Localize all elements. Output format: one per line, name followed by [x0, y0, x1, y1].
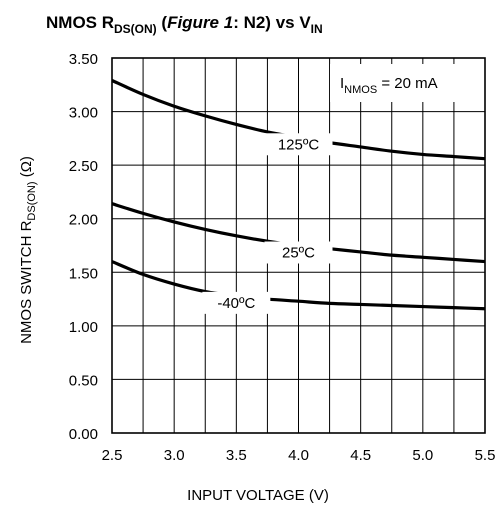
chart-title: NMOS RDS(ON) (Figure 1: N2) vs VIN	[0, 0, 499, 44]
annotation-text: INMOS = 20 mA	[340, 75, 438, 96]
annotation-background	[330, 64, 480, 102]
title-paren: (	[157, 13, 168, 32]
chart-title-text: NMOS RDS(ON) (Figure 1: N2) vs VIN	[46, 13, 323, 36]
series-label-background	[264, 133, 333, 156]
series-label-background	[264, 241, 333, 264]
series-layer: 125ºC 25ºC -40ºC	[111, 79, 486, 314]
annotation-sub: NMOS	[344, 84, 377, 96]
y-axis-label-unit: (Ω)	[18, 156, 35, 181]
title-figure-ref: Figure 1	[167, 13, 233, 32]
series-label-2: 25ºC	[282, 245, 315, 262]
plot-frame	[111, 57, 486, 434]
annotation-main: I	[340, 75, 344, 92]
x-tick-label: 2.5	[102, 447, 123, 464]
title-figure-rest: : N2) vs V	[233, 13, 311, 32]
title-prefix: NMOS R	[46, 13, 114, 32]
y-tick-label: 1.50	[69, 265, 98, 282]
y-tick-label: 2.50	[69, 158, 98, 175]
x-tick-label: 5.0	[412, 447, 433, 464]
y-axis-label-main: NMOS SWITCH R	[18, 220, 35, 343]
title-vin-sub: IN	[311, 22, 323, 36]
y-tick-label: 3.00	[69, 105, 98, 122]
x-tick-label: 5.5	[475, 447, 496, 464]
series-label-1: 125ºC	[278, 136, 320, 153]
annotation-value: = 20 mA	[377, 75, 437, 92]
x-tick-label: 3.5	[226, 447, 247, 464]
x-tick-label: 3.0	[164, 447, 185, 464]
y-tick-label: 2.00	[69, 212, 98, 229]
annotation-box: INMOS = 20 mA	[330, 64, 480, 102]
tick-label-layer: 0.00 0.50 1.00 1.50 2.00 2.50 3.00 3.50 2.5 3.0 3.…	[69, 51, 496, 464]
y-tick-label: 0.50	[69, 372, 98, 389]
series-line-3	[111, 260, 486, 311]
y-axis-label: NMOS SWITCH RDS(ON) (Ω)	[18, 156, 38, 344]
x-tick-label: 4.0	[288, 447, 309, 464]
y-axis-label-sub: DS(ON)	[26, 181, 38, 220]
series-label-background	[202, 291, 271, 314]
y-tick-label: 0.00	[69, 426, 98, 443]
x-axis-label: INPUT VOLTAGE (V)	[187, 487, 329, 504]
series-label-3: -40ºC	[217, 295, 255, 312]
y-tick-label: 3.50	[69, 51, 98, 68]
chart-title-svg: NMOS RDS(ON) (Figure 1: N2) vs VIN	[46, 13, 323, 36]
title-prefix-sub: DS(ON)	[114, 22, 157, 36]
y-tick-label: 1.00	[69, 319, 98, 336]
x-tick-label: 4.5	[350, 447, 371, 464]
plot-border	[111, 57, 486, 434]
